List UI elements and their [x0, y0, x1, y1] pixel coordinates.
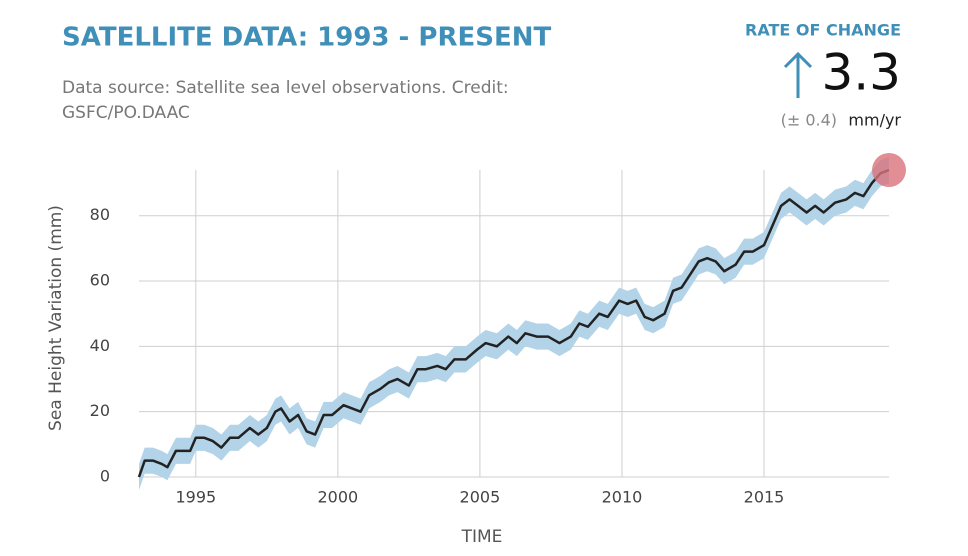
latest-point	[872, 153, 906, 187]
y-tick-label: 20	[90, 401, 110, 420]
y-axis-label: Sea Height Variation (mm)	[46, 205, 66, 431]
uncertainty-band	[139, 156, 889, 491]
subtitle: GSFC/PO.DAAC	[62, 103, 190, 123]
y-tick-label: 0	[100, 467, 110, 486]
y-tick-label: 40	[90, 336, 110, 355]
up-arrow	[783, 51, 813, 98]
x-tick-label: 2000	[318, 488, 359, 507]
chart-title: SATELLITE DATA: 1993 - PRESENT	[62, 23, 551, 53]
x-tick-label: 2015	[744, 488, 785, 507]
x-tick-label: 1995	[175, 488, 216, 507]
line	[137, 168, 890, 478]
x-axis-label: TIME	[461, 527, 503, 547]
y-tick-label: 60	[90, 271, 110, 290]
rate-label: RATE OF CHANGE	[745, 21, 901, 40]
subtitle: Data source: Satellite sea level observa…	[62, 78, 509, 98]
rate-value: 3.3	[821, 44, 901, 102]
y-tick-label: 80	[90, 205, 110, 224]
x-tick-label: 2005	[460, 488, 501, 507]
x-tick-label: 2010	[602, 488, 643, 507]
rate-unit: mm/yr	[848, 111, 901, 130]
rate-uncertainty: (± 0.4)	[781, 111, 837, 130]
